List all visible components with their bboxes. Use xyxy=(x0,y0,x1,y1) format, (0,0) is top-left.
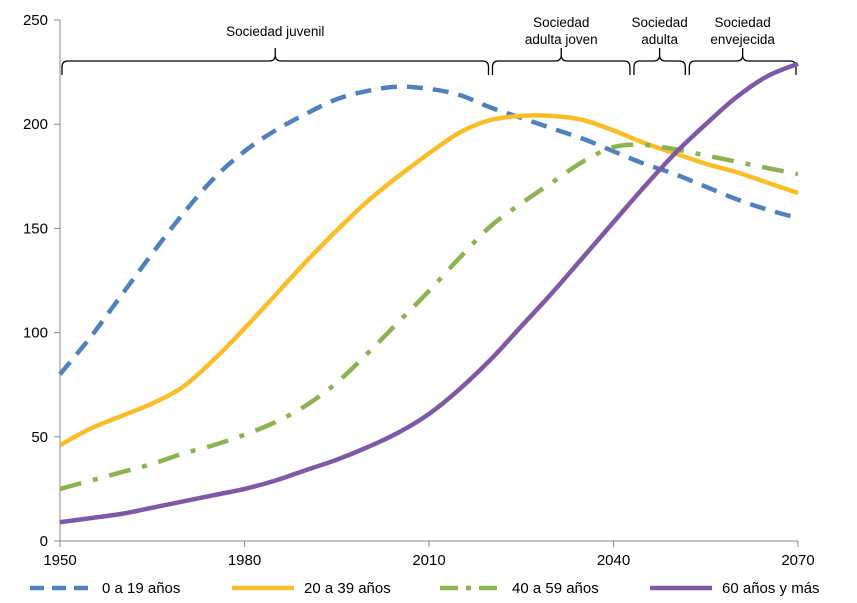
series-line-1 xyxy=(58,84,799,376)
phase-label: adulta joven xyxy=(525,32,598,47)
phase-label: envejecida xyxy=(710,32,775,47)
phase-bracket xyxy=(491,48,631,75)
y-tick-label: 200 xyxy=(23,116,48,133)
legend-label: 0 a 19 años xyxy=(102,580,180,597)
y-tick-label: 0 xyxy=(40,533,48,550)
x-tick-label: 2070 xyxy=(781,552,814,569)
x-tick-label: 1980 xyxy=(228,552,261,569)
series-line-4 xyxy=(59,61,799,525)
y-tick-label: 50 xyxy=(31,429,48,446)
phase-bracket xyxy=(633,48,686,75)
legend-label: 40 a 59 años xyxy=(512,580,599,597)
x-tick-label: 2040 xyxy=(597,552,630,569)
y-tick-label: 150 xyxy=(23,220,48,237)
series-line-2 xyxy=(58,113,799,448)
phase-label: Sociedad juvenil xyxy=(226,24,324,39)
phase-label: Sociedad xyxy=(715,15,771,30)
phase-brackets: Sociedad juvenil Sociedad adulta joven Soci… xyxy=(61,15,797,75)
phase-label: Sociedad xyxy=(631,15,687,30)
y-tick-label: 100 xyxy=(23,325,48,342)
phase-label: adulta xyxy=(641,32,678,47)
series-lines xyxy=(58,61,799,525)
y-tick-label: 250 xyxy=(23,12,48,29)
series-line-3 xyxy=(59,142,799,492)
phase-label: Sociedad xyxy=(533,15,589,30)
x-tick-label: 1950 xyxy=(43,552,76,569)
x-tick-label: 2010 xyxy=(412,552,445,569)
phase-bracket xyxy=(61,48,490,75)
legend: 0 a 19 años 20 a 39 años 40 a 59 años 60 añ… xyxy=(30,580,820,597)
legend-label: 20 a 39 años xyxy=(304,580,391,597)
axes: 0 50 100 150 200 250 1950 1980 2010 2040 2070 xyxy=(23,12,815,569)
legend-label: 60 años y más xyxy=(722,580,820,597)
